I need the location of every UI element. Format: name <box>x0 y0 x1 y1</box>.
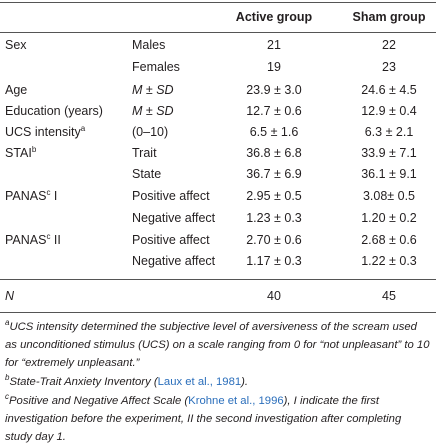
footnote-mark: c <box>46 232 51 241</box>
row-label-text: Sex <box>5 38 27 52</box>
footnote-text: ). <box>241 376 249 388</box>
row-label-text: PANAS <box>5 189 47 203</box>
cell-value: 1.20 ± 0.2 <box>361 211 417 225</box>
cell-value: 2.95 ± 0.5 <box>246 189 302 203</box>
citation-link[interactable]: Laux et al., 1981 <box>157 376 242 388</box>
row-sublabel: Positive affect <box>132 189 210 203</box>
footnote-mark: c <box>5 392 9 401</box>
row-sublabel: Females <box>132 60 180 74</box>
cell-value: 2.70 ± 0.6 <box>246 233 302 247</box>
cell-value: 36.7 ± 6.9 <box>246 167 302 181</box>
row-sublabel: Positive affect <box>132 233 210 247</box>
cell-value: 36.8 ± 6.8 <box>246 146 302 160</box>
total-rule <box>0 279 436 280</box>
row-label-text: Age <box>5 83 28 97</box>
footnote: bState-Trait Anxiety Inventory (Laux et … <box>5 373 431 391</box>
cell-value: 6.3 ± 2.1 <box>364 125 414 139</box>
cell-value: 12.9 ± 0.4 <box>361 104 417 118</box>
row-label-suffix: II <box>50 233 61 247</box>
row-label: PANASc I <box>5 188 57 204</box>
table-bottom-rule <box>0 312 436 313</box>
footnote: cPositive and Negative Affect Scale (Kro… <box>5 392 431 446</box>
cell-value: 21 <box>267 38 281 52</box>
row-label: UCS intensitya <box>5 124 85 140</box>
row-sublabel: Negative affect <box>132 211 216 225</box>
row-sublabel: (0–10) <box>132 125 169 139</box>
cell-value: 1.17 ± 0.3 <box>246 254 302 268</box>
citation-link[interactable]: Krohne et al., 1996 <box>188 395 284 407</box>
row-label-text: UCS intensity <box>5 125 81 139</box>
header-rule <box>0 32 436 33</box>
row-sublabel: Negative affect <box>132 254 216 268</box>
cell-value: 19 <box>267 60 281 74</box>
row-sublabel: M ± SD <box>132 104 174 118</box>
cell-value: 23.9 ± 3.0 <box>246 83 302 97</box>
row-label: Education (years) <box>5 103 103 119</box>
row-label: Age <box>5 82 27 98</box>
cell-value: 36.1 ± 9.1 <box>361 167 417 181</box>
total-value: 45 <box>382 289 396 303</box>
cell-value: 33.9 ± 7.1 <box>361 146 417 160</box>
footnote-mark: c <box>46 188 51 197</box>
cell-value: 3.08± 0.5 <box>362 189 416 203</box>
row-sublabel: Males <box>132 38 166 52</box>
row-label-text: Education (years) <box>5 104 103 118</box>
row-sublabel: M ± SD <box>132 83 174 97</box>
row-label-suffix: I <box>50 189 58 203</box>
column-header: Active group <box>235 10 313 24</box>
footnote-mark: a <box>5 318 10 327</box>
cell-value: 1.22 ± 0.3 <box>361 254 417 268</box>
footnote-mark: b <box>5 373 10 382</box>
footnote-mark: a <box>80 124 86 133</box>
footnote: aUCS intensity determined the subjective… <box>5 318 431 372</box>
row-label: STAIb <box>5 145 36 161</box>
cell-value: 2.68 ± 0.6 <box>361 233 417 247</box>
cell-value: 23 <box>382 60 396 74</box>
cell-value: 1.23 ± 0.3 <box>246 211 302 225</box>
table-top-rule <box>0 2 436 3</box>
footnote-text: State-Trait Anxiety Inventory ( <box>9 376 158 388</box>
column-header: Sham group <box>352 10 426 24</box>
footnote-mark: b <box>31 145 37 154</box>
row-label-text: PANAS <box>5 233 47 247</box>
row-sublabel: Trait <box>132 146 157 160</box>
total-value: 40 <box>267 289 281 303</box>
footnote-text: Positive and Negative Affect Scale ( <box>9 395 189 407</box>
cell-value: 6.5 ± 1.6 <box>249 125 299 139</box>
row-label: PANASc II <box>5 232 61 248</box>
cell-value: 24.6 ± 4.5 <box>361 83 417 97</box>
row-label-text: STAI <box>5 146 32 160</box>
row-sublabel: State <box>132 167 162 181</box>
cell-value: 12.7 ± 0.6 <box>246 104 302 118</box>
total-label: N <box>5 289 15 303</box>
footnote-text: UCS intensity determined the subjective … <box>5 321 430 369</box>
cell-value: 22 <box>382 38 396 52</box>
row-label: Sex <box>5 37 27 53</box>
